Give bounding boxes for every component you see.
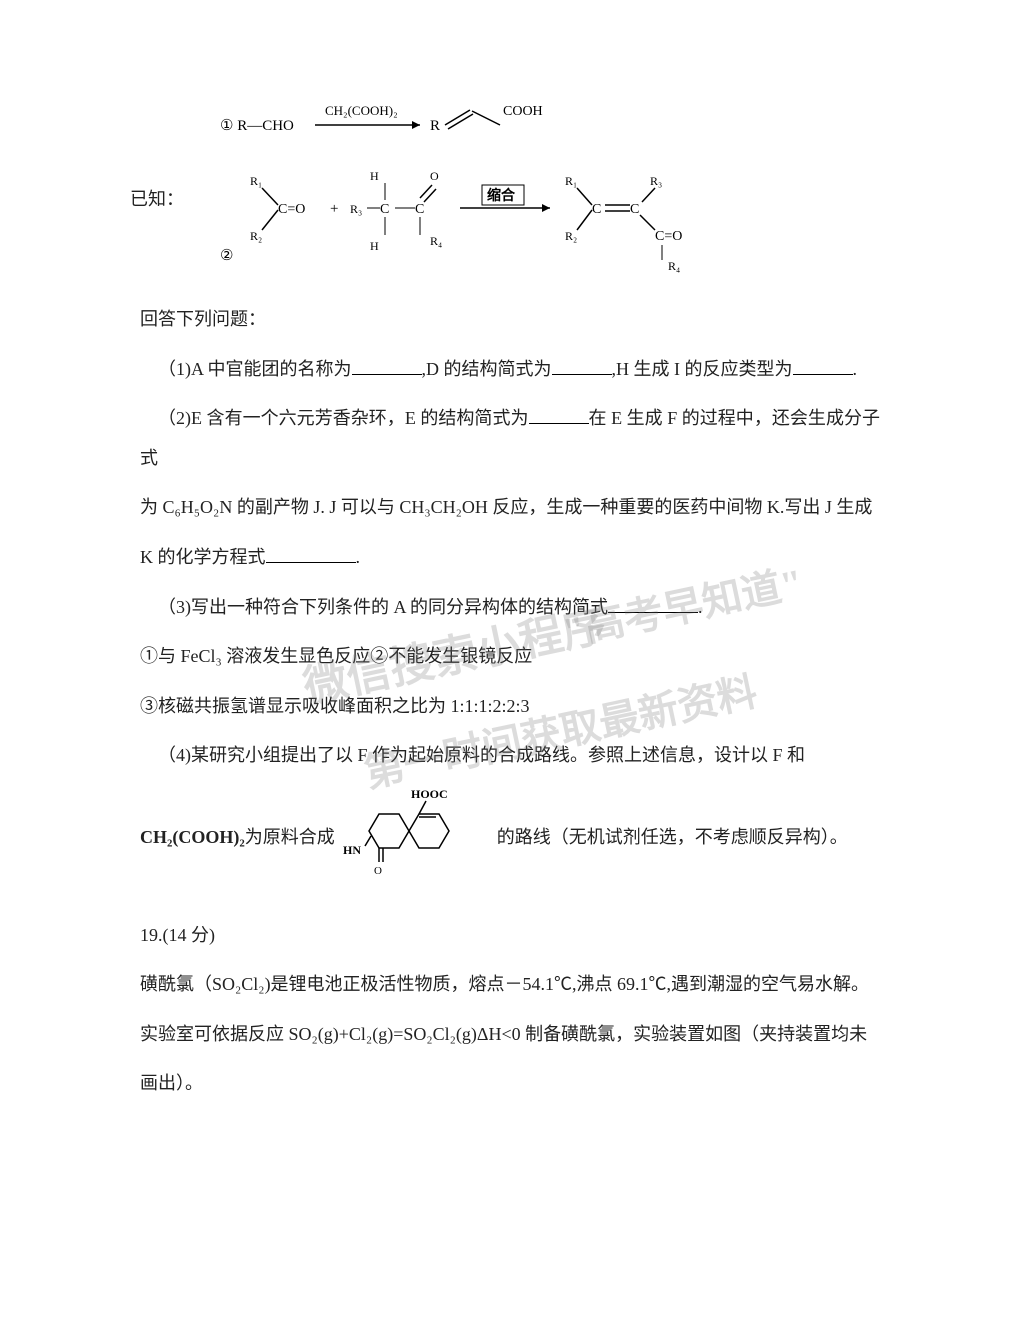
- blank: [793, 356, 853, 375]
- blank: [529, 405, 589, 424]
- svg-text:R: R: [430, 118, 440, 134]
- q1-end: .: [853, 359, 858, 379]
- question-19-line1: 磺酰氯（SO₂Cl₂)是锂电池正极活性物质，熔点－54.1℃,沸点 69.1℃,…: [140, 965, 880, 1005]
- svg-text:COOH: COOH: [503, 104, 543, 119]
- q2-l3a: K 的化学方程式: [140, 547, 266, 567]
- svg-text:① R—CHO: ① R—CHO: [220, 118, 294, 134]
- known-label: 已知：: [130, 180, 184, 220]
- svg-text:R₁: R₁: [565, 174, 577, 188]
- svg-text:R₂: R₂: [250, 229, 262, 243]
- answer-heading: 回答下列问题：: [140, 300, 880, 340]
- page-content: 已知： ① R—CHO CH₂(COOH)₂ R COOH ② R₁ R₂: [0, 0, 1020, 1154]
- svg-text:C: C: [380, 202, 389, 217]
- q2-l3b: .: [356, 547, 361, 567]
- question-2-line3: K 的化学方程式.: [140, 538, 880, 578]
- blank: [608, 594, 698, 613]
- svg-text:C: C: [630, 202, 639, 217]
- reaction-diagram: ① R—CHO CH₂(COOH)₂ R COOH ② R₁ R₂ C=O +: [220, 90, 740, 295]
- question-3-cond2: ③核磁共振氢谱显示吸收峰面积之比为 1:1:1:2:2:3: [140, 687, 880, 727]
- question-19-line2: 实验室可依据反应 SO₂(g)+Cl₂(g)=SO₂Cl₂(g)ΔH<0 制备磺…: [140, 1015, 880, 1055]
- svg-text:HOOC: HOOC: [411, 787, 448, 801]
- svg-text:C=O: C=O: [655, 229, 682, 244]
- q4-l2c: 的路线（无机试剂任选，不考虑顺反异构）。: [497, 818, 848, 858]
- svg-text:R₃: R₃: [650, 174, 662, 188]
- q4-l2b: 为原料合成: [245, 818, 335, 858]
- q2-l1a: （2)E 含有一个六元芳香杂环，E 的结构简式为: [158, 408, 529, 428]
- reaction-scheme-block: 已知： ① R—CHO CH₂(COOH)₂ R COOH ② R₁ R₂: [140, 90, 880, 280]
- q4-reagent: CH₂(COOH)₂: [140, 818, 245, 858]
- question-3-cond1: ①与 FeCl₃ 溶液发生显色反应②不能发生银镜反应: [140, 637, 880, 677]
- svg-text:R₁: R₁: [250, 174, 262, 188]
- question-4-line1: （4)某研究小组提出了以 F 作为起始原料的合成路线。参照上述信息，设计以 F …: [140, 736, 880, 776]
- blank: [266, 544, 356, 563]
- question-4-line2: CH₂(COOH)₂ 为原料合成 HOOC HN O 的路线（无机试剂任选，不考…: [140, 786, 880, 891]
- q1-mid1: ,D 的结构简式为: [422, 359, 552, 379]
- svg-text:H: H: [370, 169, 379, 183]
- q3-l1b: .: [698, 597, 703, 617]
- question-19-line3: 画出）。: [140, 1064, 880, 1104]
- question-2-line2: 为 C₆H₅O₂N 的副产物 J. J 可以与 CH₃CH₂OH 反应，生成一种…: [140, 488, 880, 528]
- blank: [552, 356, 612, 375]
- question-3-line1: （3)写出一种符合下列条件的 A 的同分异构体的结构简式.: [140, 588, 880, 628]
- svg-text:+: +: [330, 201, 338, 217]
- svg-text:②: ②: [220, 248, 233, 264]
- question-2-line1: （2)E 含有一个六元芳香杂环，E 的结构简式为在 E 生成 F 的过程中，还会…: [140, 399, 880, 478]
- svg-text:R₃: R₃: [350, 202, 362, 216]
- svg-text:O: O: [374, 865, 382, 876]
- svg-text:C: C: [415, 202, 424, 217]
- svg-text:HN: HN: [343, 843, 361, 857]
- svg-text:R₄: R₄: [668, 259, 680, 273]
- svg-text:H: H: [370, 239, 379, 253]
- blank: [352, 356, 422, 375]
- svg-text:C: C: [592, 202, 601, 217]
- question-19-header: 19.(14 分): [140, 916, 880, 956]
- svg-text:R₄: R₄: [430, 234, 442, 248]
- svg-text:R₂: R₂: [565, 229, 577, 243]
- q1-prefix: （1)A 中官能团的名称为: [158, 359, 352, 379]
- target-molecule: HOOC HN O: [341, 786, 491, 891]
- question-1: （1)A 中官能团的名称为 ,D 的结构简式为 ,H 生成 I 的反应类型为.: [140, 350, 880, 390]
- q3-l1a: （3)写出一种符合下列条件的 A 的同分异构体的结构简式: [158, 597, 608, 617]
- svg-text:C=O: C=O: [278, 202, 305, 217]
- svg-text:缩合: 缩合: [487, 187, 516, 204]
- svg-text:O: O: [430, 169, 439, 183]
- q1-mid2: ,H 生成 I 的反应类型为: [612, 359, 793, 379]
- svg-text:CH₂(COOH)₂: CH₂(COOH)₂: [325, 103, 398, 118]
